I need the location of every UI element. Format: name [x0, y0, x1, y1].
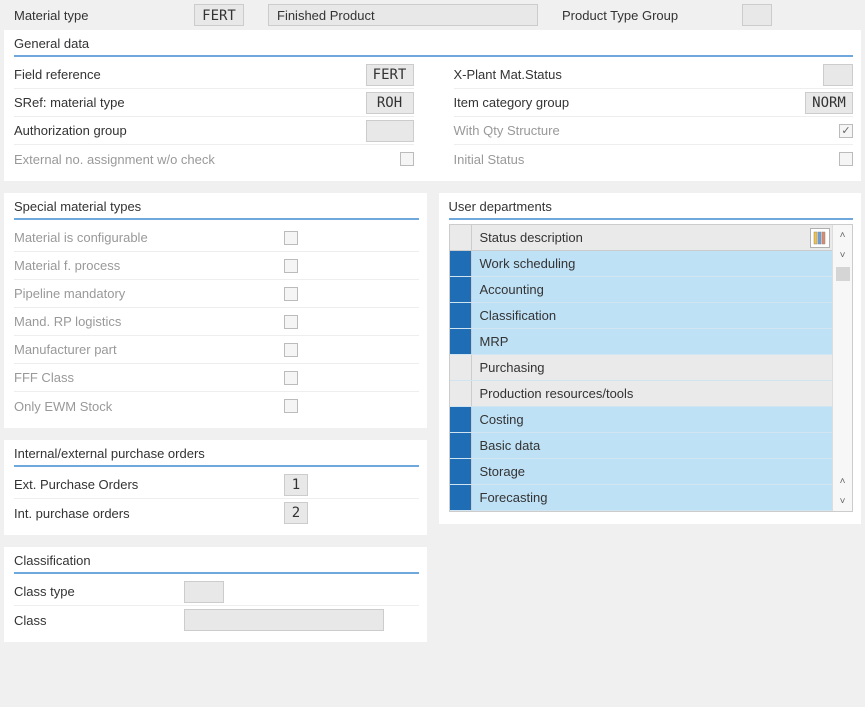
special-row-checkbox[interactable] — [284, 315, 298, 329]
dept-row-label: Classification — [472, 303, 833, 328]
special-row-label: Only EWM Stock — [14, 399, 284, 414]
dept-row-label: Storage — [472, 459, 833, 484]
dept-row[interactable]: Accounting — [450, 277, 833, 303]
dept-row-label: MRP — [472, 329, 833, 354]
classification-title: Classification — [14, 551, 419, 574]
xplant-value[interactable] — [823, 64, 853, 86]
product-type-group-label: Product Type Group — [562, 8, 742, 23]
ext-no-checkbox[interactable] — [400, 152, 414, 166]
dept-row[interactable]: Storage — [450, 459, 833, 485]
classification-panel: Classification Class type Class — [4, 547, 427, 642]
dept-row-marker[interactable] — [450, 329, 472, 354]
class-value[interactable] — [184, 609, 384, 631]
dept-row-label: Accounting — [472, 277, 833, 302]
material-type-desc: Finished Product — [268, 4, 538, 26]
special-row-checkbox[interactable] — [284, 259, 298, 273]
dept-row-marker[interactable] — [450, 407, 472, 432]
special-row-checkbox[interactable] — [284, 231, 298, 245]
dept-row-marker[interactable] — [450, 277, 472, 302]
special-row-label: Manufacturer part — [14, 342, 284, 357]
dept-row[interactable]: MRP — [450, 329, 833, 355]
dept-row[interactable]: Work scheduling — [450, 251, 833, 277]
int-purchase-label: Int. purchase orders — [14, 506, 284, 521]
class-type-value[interactable] — [184, 581, 224, 603]
dept-row-marker[interactable] — [450, 485, 472, 510]
special-row-label: FFF Class — [14, 370, 284, 385]
scroll-up2-icon[interactable]: ˄ — [834, 471, 852, 491]
scroll-thumb[interactable] — [836, 267, 850, 281]
scroll-up-icon[interactable]: ˄ — [834, 225, 852, 245]
dept-row-label: Forecasting — [472, 485, 833, 510]
dept-select-all[interactable] — [450, 225, 472, 250]
general-title: General data — [14, 34, 853, 57]
sref-value[interactable]: ROH — [366, 92, 414, 114]
purchase-title: Internal/external purchase orders — [14, 444, 419, 467]
departments-panel: User departments Status description — [439, 193, 862, 524]
dept-row-label: Basic data — [472, 433, 833, 458]
dept-row[interactable]: Basic data — [450, 433, 833, 459]
dept-row-marker[interactable] — [450, 355, 472, 380]
material-type-label: Material type — [14, 8, 194, 23]
dept-row[interactable]: Purchasing — [450, 355, 833, 381]
dept-row-label: Production resources/tools — [472, 381, 833, 406]
field-reference-label: Field reference — [14, 67, 366, 82]
auth-group-label: Authorization group — [14, 123, 366, 138]
int-purchase-value[interactable]: 2 — [284, 502, 308, 524]
item-cat-label: Item category group — [454, 95, 806, 110]
special-row-label: Pipeline mandatory — [14, 286, 284, 301]
dept-row-label: Work scheduling — [472, 251, 833, 276]
scroll-down2-icon[interactable]: ˅ — [834, 491, 852, 511]
dept-row[interactable]: Costing — [450, 407, 833, 433]
table-settings-icon[interactable] — [810, 228, 830, 248]
dept-row-label: Purchasing — [472, 355, 833, 380]
special-row-label: Material is configurable — [14, 230, 284, 245]
departments-table: Status description Work schedulingAccoun… — [449, 224, 854, 512]
qty-struct-checkbox[interactable] — [839, 124, 853, 138]
dept-row-marker[interactable] — [450, 433, 472, 458]
class-label: Class — [14, 613, 184, 628]
special-row-checkbox[interactable] — [284, 371, 298, 385]
special-panel: Special material types Material is confi… — [4, 193, 427, 428]
dept-row-marker[interactable] — [450, 381, 472, 406]
special-row-checkbox[interactable] — [284, 343, 298, 357]
initial-status-checkbox[interactable] — [839, 152, 853, 166]
dept-row[interactable]: Classification — [450, 303, 833, 329]
special-row-checkbox[interactable] — [284, 399, 298, 413]
item-cat-value[interactable]: NORM — [805, 92, 853, 114]
product-type-group-value[interactable] — [742, 4, 772, 26]
dept-row-marker[interactable] — [450, 251, 472, 276]
auth-group-value[interactable] — [366, 120, 414, 142]
scroll-down-icon[interactable]: ˅ — [834, 245, 852, 265]
departments-title: User departments — [449, 197, 854, 220]
special-row-checkbox[interactable] — [284, 287, 298, 301]
special-row-label: Mand. RP logistics — [14, 314, 284, 329]
ext-no-label: External no. assignment w/o check — [14, 152, 400, 167]
special-row-label: Material f. process — [14, 258, 284, 273]
xplant-label: X-Plant Mat.Status — [454, 67, 824, 82]
initial-status-label: Initial Status — [454, 152, 840, 167]
dept-header-label: Status description — [472, 230, 811, 245]
field-reference-value[interactable]: FERT — [366, 64, 414, 86]
ext-purchase-value[interactable]: 1 — [284, 474, 308, 496]
dept-row-marker[interactable] — [450, 303, 472, 328]
general-panel: General data Field reference FERT SRef: … — [4, 30, 861, 181]
purchase-panel: Internal/external purchase orders Ext. P… — [4, 440, 427, 535]
dept-row-label: Costing — [472, 407, 833, 432]
sref-label: SRef: material type — [14, 95, 366, 110]
header-row: Material type FERT Finished Product Prod… — [0, 0, 865, 30]
qty-struct-label: With Qty Structure — [454, 123, 840, 138]
material-type-value[interactable]: FERT — [194, 4, 244, 26]
class-type-label: Class type — [14, 584, 184, 599]
dept-scrollbar[interactable]: ˄ ˅ ˄ ˅ — [832, 225, 852, 511]
ext-purchase-label: Ext. Purchase Orders — [14, 477, 284, 492]
special-title: Special material types — [14, 197, 419, 220]
dept-row[interactable]: Forecasting — [450, 485, 833, 511]
dept-row-marker[interactable] — [450, 459, 472, 484]
dept-row[interactable]: Production resources/tools — [450, 381, 833, 407]
